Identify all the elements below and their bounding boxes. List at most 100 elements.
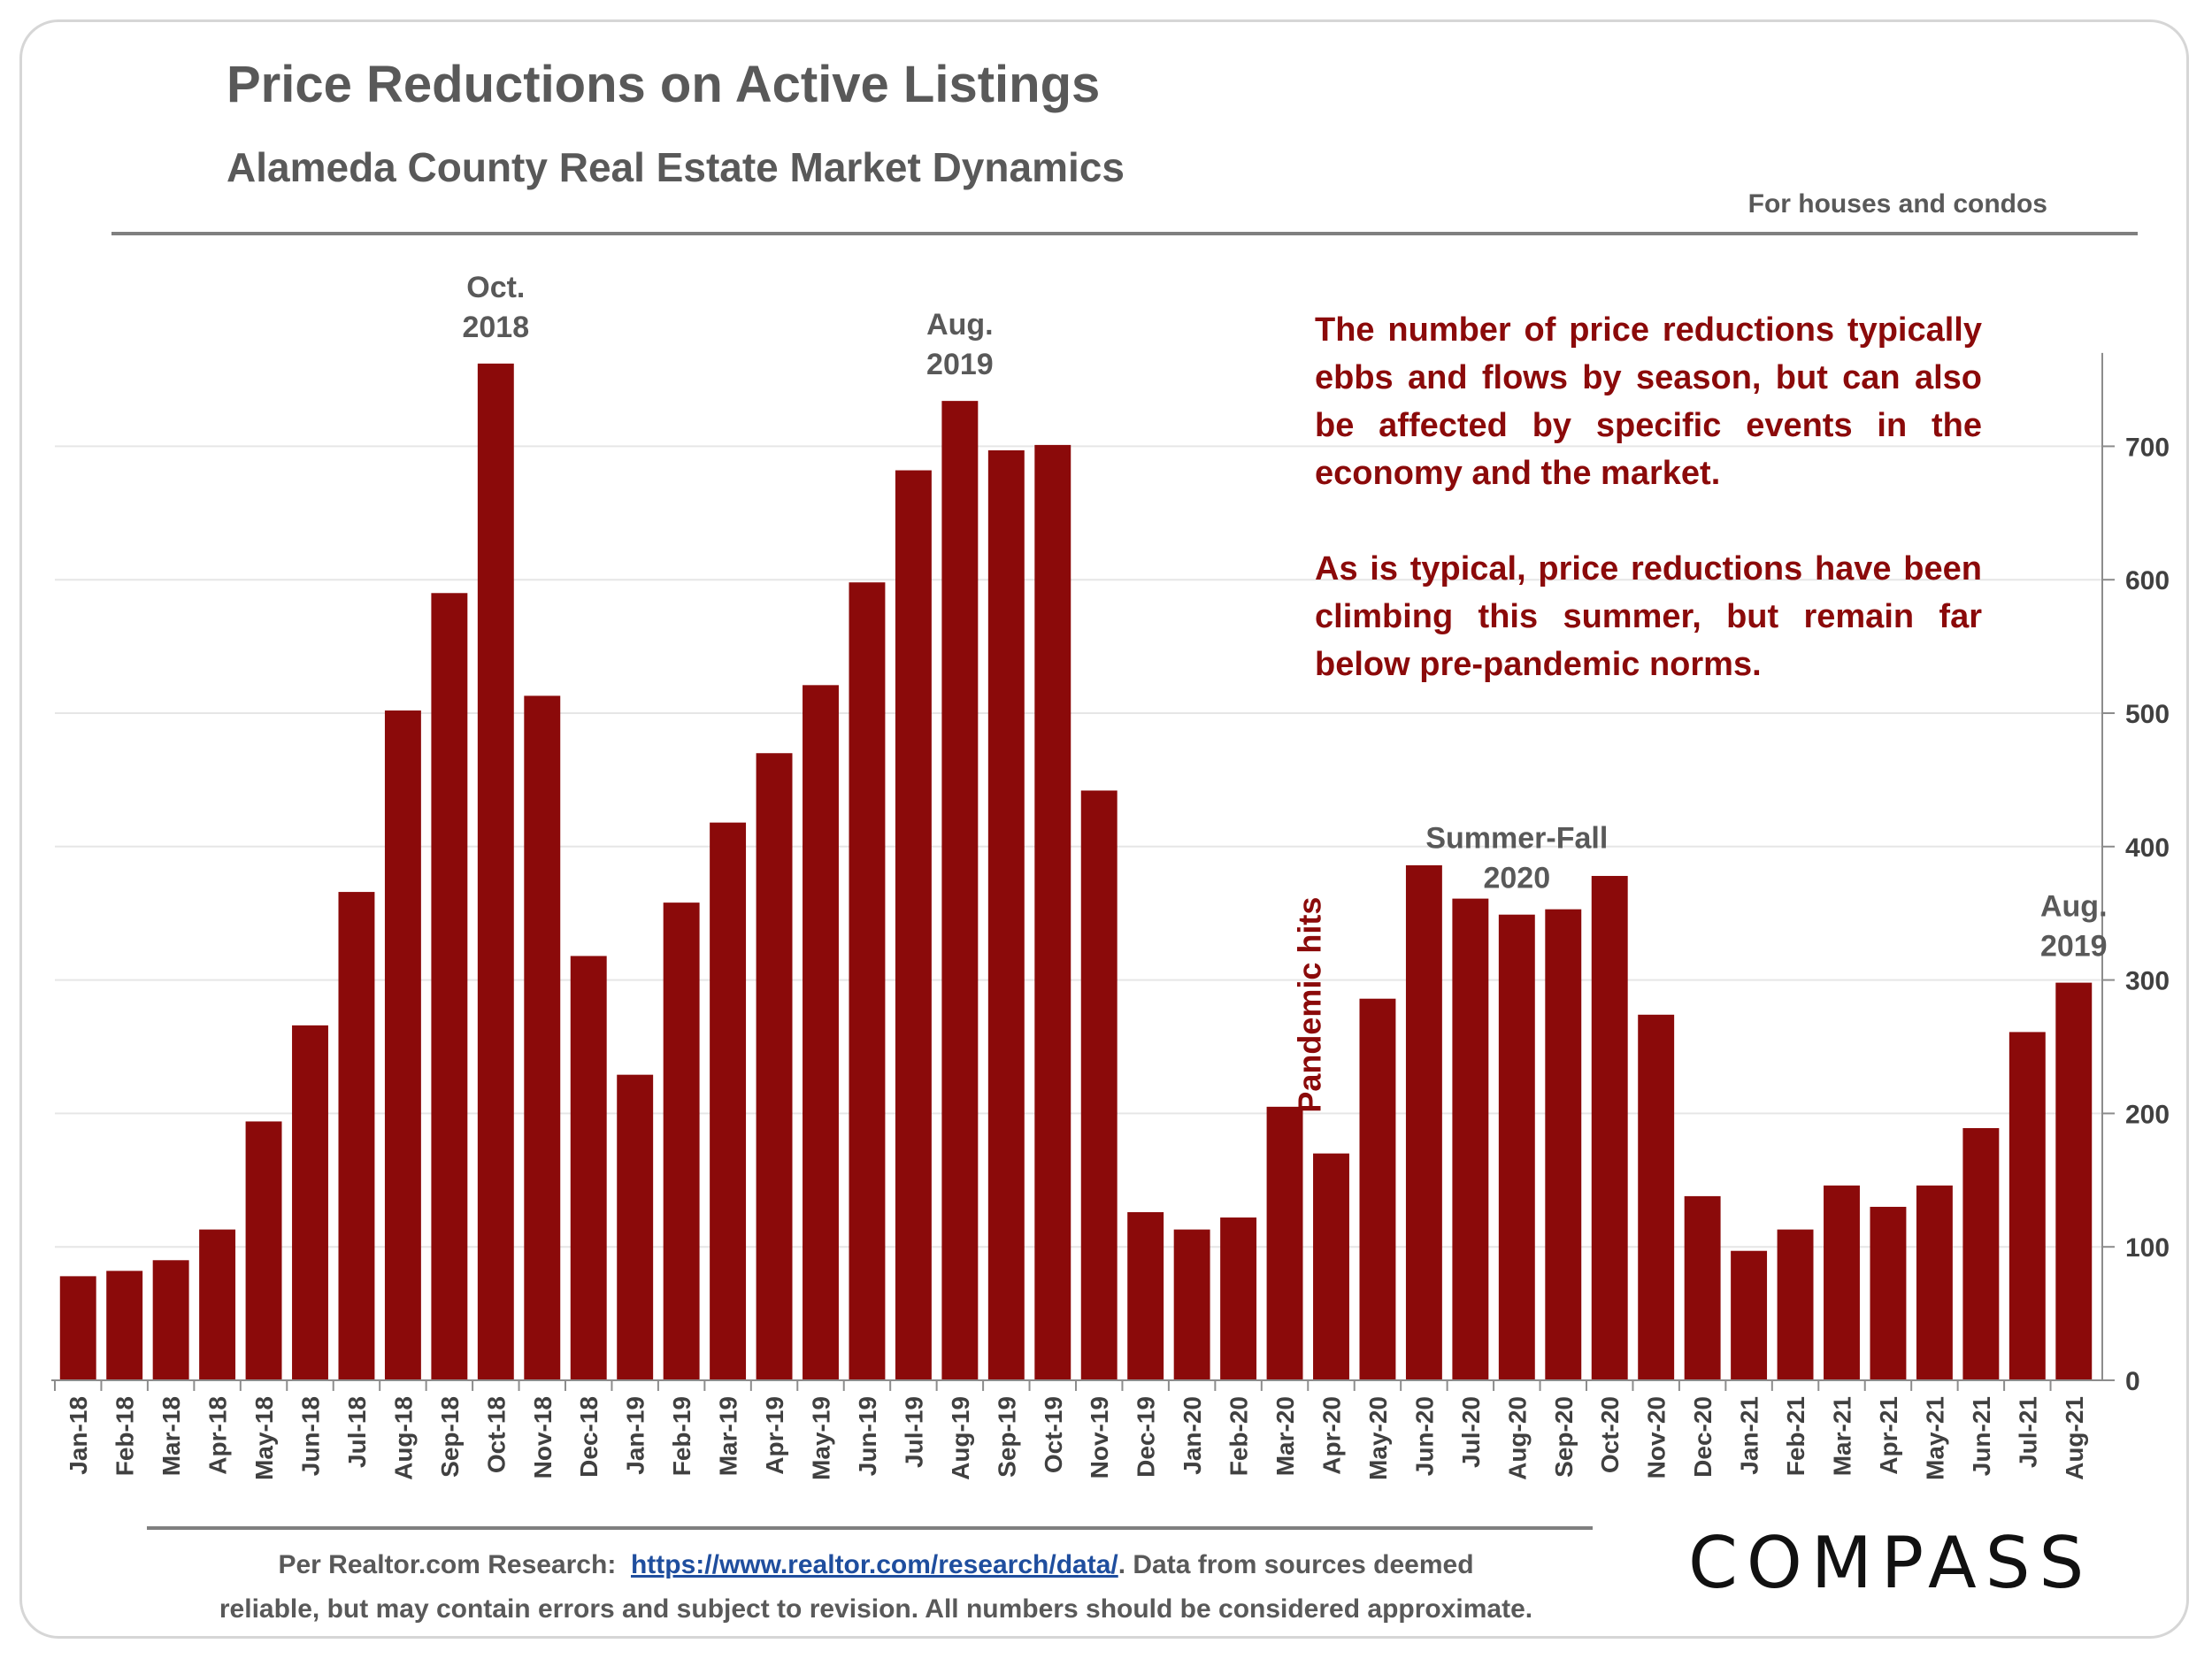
source-link[interactable]: https://www.realtor.com/research/data/: [630, 1550, 1118, 1579]
bar-Jun-18: [292, 1025, 328, 1380]
source-disclaimer: reliable, but may contain errors and sub…: [219, 1594, 1533, 1624]
bar-May-20: [1359, 998, 1396, 1380]
x-tick-label-May-19: May-19: [808, 1396, 835, 1480]
x-tick-label-Nov-18: Nov-18: [529, 1396, 557, 1479]
event-label-pandemic: Pandemic hits: [1291, 897, 1327, 1113]
x-tick-label-Mar-21: Mar-21: [1829, 1396, 1856, 1476]
header-divider: [111, 232, 2138, 235]
x-tick-label-Oct-18: Oct-18: [482, 1396, 510, 1473]
y-tick-label-200: 200: [2125, 1100, 2170, 1129]
x-tick-label-Jun-19: Jun-19: [854, 1396, 881, 1476]
x-tick-label-Jul-18: Jul-18: [343, 1396, 371, 1468]
bar-Mar-21: [1824, 1185, 1860, 1380]
bar-Dec-19: [1127, 1211, 1164, 1380]
bar-Apr-18: [199, 1229, 236, 1380]
x-tick-label-Apr-18: Apr-18: [204, 1396, 232, 1475]
x-tick-label-Sep-19: Sep-19: [993, 1396, 1020, 1478]
x-tick-label-Jan-21: Jan-21: [1736, 1396, 1763, 1475]
bar-Jan-20: [1173, 1229, 1210, 1380]
bar-Jan-19: [617, 1074, 654, 1380]
y-tick-label-300: 300: [2125, 967, 2170, 996]
bar-Jul-20: [1452, 898, 1489, 1380]
source-citation: Per Realtor.com Research: https://www.re…: [142, 1543, 1610, 1632]
bar-Mar-18: [152, 1260, 189, 1380]
x-tick-label-Sep-20: Sep-20: [1550, 1396, 1578, 1478]
x-tick-label-Jun-21: Jun-21: [1968, 1396, 1995, 1476]
bar-Jun-20: [1405, 864, 1442, 1380]
x-tick-label-Mar-18: Mar-18: [157, 1396, 185, 1476]
bar-Jan-18: [59, 1276, 96, 1380]
x-tick-label-Sep-18: Sep-18: [436, 1396, 464, 1478]
axes: 0 100 200 300 400 500 600 700 Jan-18 Feb-18 Mar-18…: [51, 352, 2170, 1480]
x-tick-label-Oct-19: Oct-19: [1040, 1396, 1067, 1473]
x-tick-label-Aug-21: Aug-21: [2061, 1396, 2088, 1480]
x-tick-label-Aug-19: Aug-19: [947, 1396, 974, 1480]
page-subtitle: Alameda County Real Estate Market Dynami…: [227, 144, 1125, 190]
x-tick-label-Feb-21: Feb-21: [1782, 1396, 1809, 1476]
scope-note: For houses and condos: [1747, 189, 2047, 219]
x-tick-label-Dec-20: Dec-20: [1689, 1396, 1717, 1478]
bar-Jan-21: [1731, 1250, 1768, 1380]
annotation-2-line-0: Summer-Fall: [1425, 822, 1608, 856]
y-tick-label-600: 600: [2125, 566, 2170, 595]
page-title: Price Reductions on Active Listings: [227, 56, 1101, 113]
x-tick-label-Apr-20: Apr-20: [1318, 1396, 1346, 1475]
bar-Nov-20: [1638, 1014, 1675, 1380]
annotation-3-line-0: Aug.: [2040, 890, 2108, 924]
bar-Sep-19: [987, 449, 1025, 1380]
bar-Apr-20: [1313, 1153, 1349, 1380]
bar-Feb-19: [663, 902, 700, 1380]
x-tick-label-Nov-19: Nov-19: [1086, 1396, 1113, 1479]
y-tick-label-500: 500: [2125, 700, 2170, 729]
bar-Feb-18: [106, 1271, 143, 1380]
bar-Oct-18: [477, 363, 514, 1380]
x-tick-label-Nov-20: Nov-20: [1643, 1396, 1671, 1479]
bar-Apr-21: [1870, 1206, 1907, 1380]
bar-Feb-20: [1220, 1217, 1257, 1380]
bar-Aug-19: [941, 401, 979, 1381]
annotation-1-line-1: 2019: [926, 348, 994, 381]
x-tick-label-Apr-21: Apr-21: [1875, 1396, 1902, 1475]
x-tick-label-Apr-19: Apr-19: [761, 1396, 788, 1475]
chart-labels: Oct. 2018 Aug. 2019 Summer-Fall 2020 Aug. 2019 P…: [462, 271, 2107, 1113]
bar-Mar-19: [710, 822, 747, 1380]
bar-Dec-18: [570, 956, 607, 1380]
x-tick-label-May-21: May-21: [1921, 1396, 1948, 1480]
x-tick-label-Feb-18: Feb-18: [111, 1396, 139, 1476]
bar-Mar-20: [1266, 1106, 1303, 1380]
annotation-3-line-1: 2019: [2040, 930, 2108, 964]
x-tick-label-Feb-20: Feb-20: [1225, 1396, 1253, 1476]
x-tick-label-May-20: May-20: [1364, 1396, 1392, 1480]
source-prefix: Per Realtor.com Research:: [278, 1550, 617, 1579]
x-tick-label-Jul-21: Jul-21: [2014, 1396, 2041, 1468]
bar-Oct-20: [1591, 875, 1628, 1380]
bar-May-21: [1916, 1185, 1953, 1380]
bar-Aug-18: [384, 710, 421, 1380]
bar-Apr-19: [756, 753, 793, 1380]
source-suffix: . Data from sources deemed: [1118, 1550, 1474, 1579]
bar-Sep-20: [1545, 909, 1582, 1380]
x-tick-label-Jan-20: Jan-20: [1179, 1396, 1206, 1475]
bar-Sep-18: [431, 593, 468, 1380]
bars: [59, 363, 2093, 1381]
x-tick-label-Mar-19: Mar-19: [715, 1396, 742, 1476]
y-tick-label-700: 700: [2125, 433, 2170, 462]
bar-Oct-19: [1034, 444, 1071, 1381]
annotation-0-line-1: 2018: [462, 311, 529, 344]
bar-Nov-19: [1080, 790, 1118, 1380]
compass-logo: COMPASS: [1688, 1522, 2093, 1604]
x-tick-label-May-18: May-18: [250, 1396, 278, 1480]
x-tick-label-Jul-20: Jul-20: [1457, 1396, 1485, 1468]
y-tick-label-100: 100: [2125, 1233, 2170, 1263]
x-tick-label-Jan-18: Jan-18: [65, 1396, 92, 1475]
commentary-box: The number of price reductions typically…: [1315, 306, 1982, 736]
annotation-1-line-0: Aug.: [926, 308, 994, 342]
x-tick-label-Feb-19: Feb-19: [668, 1396, 695, 1476]
bar-Jun-19: [849, 582, 886, 1380]
annotation-2-line-1: 2020: [1483, 862, 1550, 895]
x-tick-label-Jun-18: Jun-18: [297, 1396, 325, 1476]
x-tick-label-Jan-19: Jan-19: [622, 1396, 649, 1475]
x-tick-label-Dec-19: Dec-19: [1133, 1396, 1160, 1478]
y-tick-label-400: 400: [2125, 833, 2170, 863]
